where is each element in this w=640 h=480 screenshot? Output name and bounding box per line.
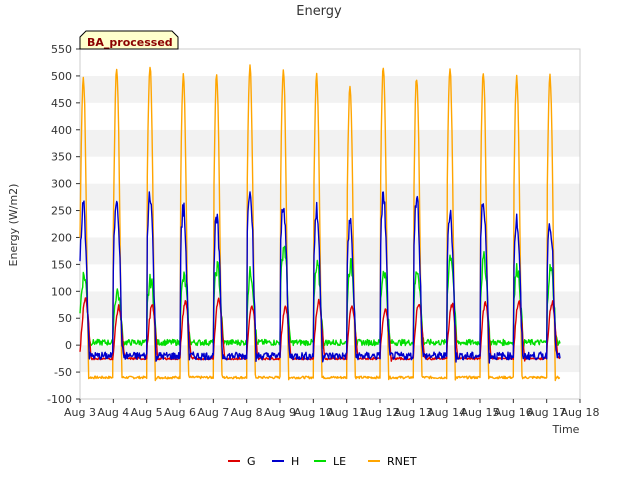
y-tick-label: 450 [51, 97, 72, 110]
y-tick-label: 500 [51, 70, 72, 83]
y-tick-label: 300 [51, 178, 72, 191]
ba-processed-badge: BA_processed [79, 30, 179, 50]
x-tick-label: Aug 4 [97, 406, 129, 419]
grid-band [80, 129, 580, 157]
ba-processed-box [79, 30, 179, 50]
y-tick-label: 100 [51, 285, 72, 298]
legend-label-rnet: RNET [387, 455, 417, 468]
x-tick-label: Aug 10 [294, 406, 333, 419]
x-tick-label: Aug 7 [197, 406, 229, 419]
y-tick-label: 400 [51, 124, 72, 137]
grid-band [80, 49, 580, 76]
x-tick-label: Aug 18 [561, 406, 600, 419]
legend-label-h: H [291, 455, 299, 468]
grid-band [80, 264, 580, 292]
y-tick-label: 550 [51, 43, 72, 56]
y-tick-label: 200 [51, 231, 72, 244]
ba-processed-label: BA_processed [87, 36, 173, 49]
grid-band [80, 156, 580, 184]
x-axis-title: Time [552, 423, 580, 436]
grid-band [80, 210, 580, 238]
y-axis-title: Energy (W/m2) [7, 184, 20, 267]
grid-band [80, 291, 580, 319]
x-tick-label: Aug 13 [394, 406, 433, 419]
chart-title: Energy [296, 4, 342, 19]
grid-band [80, 372, 580, 399]
grid-band [80, 183, 580, 211]
legend-label-le: LE [333, 455, 346, 468]
x-tick-label: Aug 11 [327, 406, 366, 419]
series-lines [79, 64, 561, 382]
x-tick-label: Aug 14 [427, 406, 466, 419]
x-tick-label: Aug 15 [461, 406, 500, 419]
y-tick-label: 150 [51, 258, 72, 271]
x-tick-label: Aug 3 [64, 406, 96, 419]
y-tick-label: -100 [47, 393, 72, 406]
x-tick-label: Aug 8 [231, 406, 263, 419]
x-tick-label: Aug 6 [164, 406, 196, 419]
x-tick-label: Aug 16 [494, 406, 533, 419]
series-line-h [79, 191, 561, 364]
x-tick-label: Aug 17 [527, 406, 566, 419]
x-tick-label: Aug 9 [264, 406, 296, 419]
y-tick-label: -50 [54, 366, 72, 379]
grid-bands [80, 49, 580, 399]
grid-band [80, 102, 580, 130]
y-tick-label: 0 [65, 339, 72, 352]
y-tick-label: 350 [51, 151, 72, 164]
y-axis-ticks: -100 -50 0 50 100 150 200 250 300 350 400 450 500 550 [47, 43, 80, 406]
grid-band [80, 75, 580, 103]
y-tick-label: 250 [51, 205, 72, 218]
y-tick-label: 50 [58, 312, 72, 325]
grid-band [80, 237, 580, 265]
legend: G H LE RNET [228, 455, 417, 468]
x-tick-label: Aug 5 [131, 406, 163, 419]
legend-label-g: G [247, 455, 256, 468]
x-tick-label: Aug 12 [361, 406, 400, 419]
series-line-rnet [79, 64, 561, 382]
